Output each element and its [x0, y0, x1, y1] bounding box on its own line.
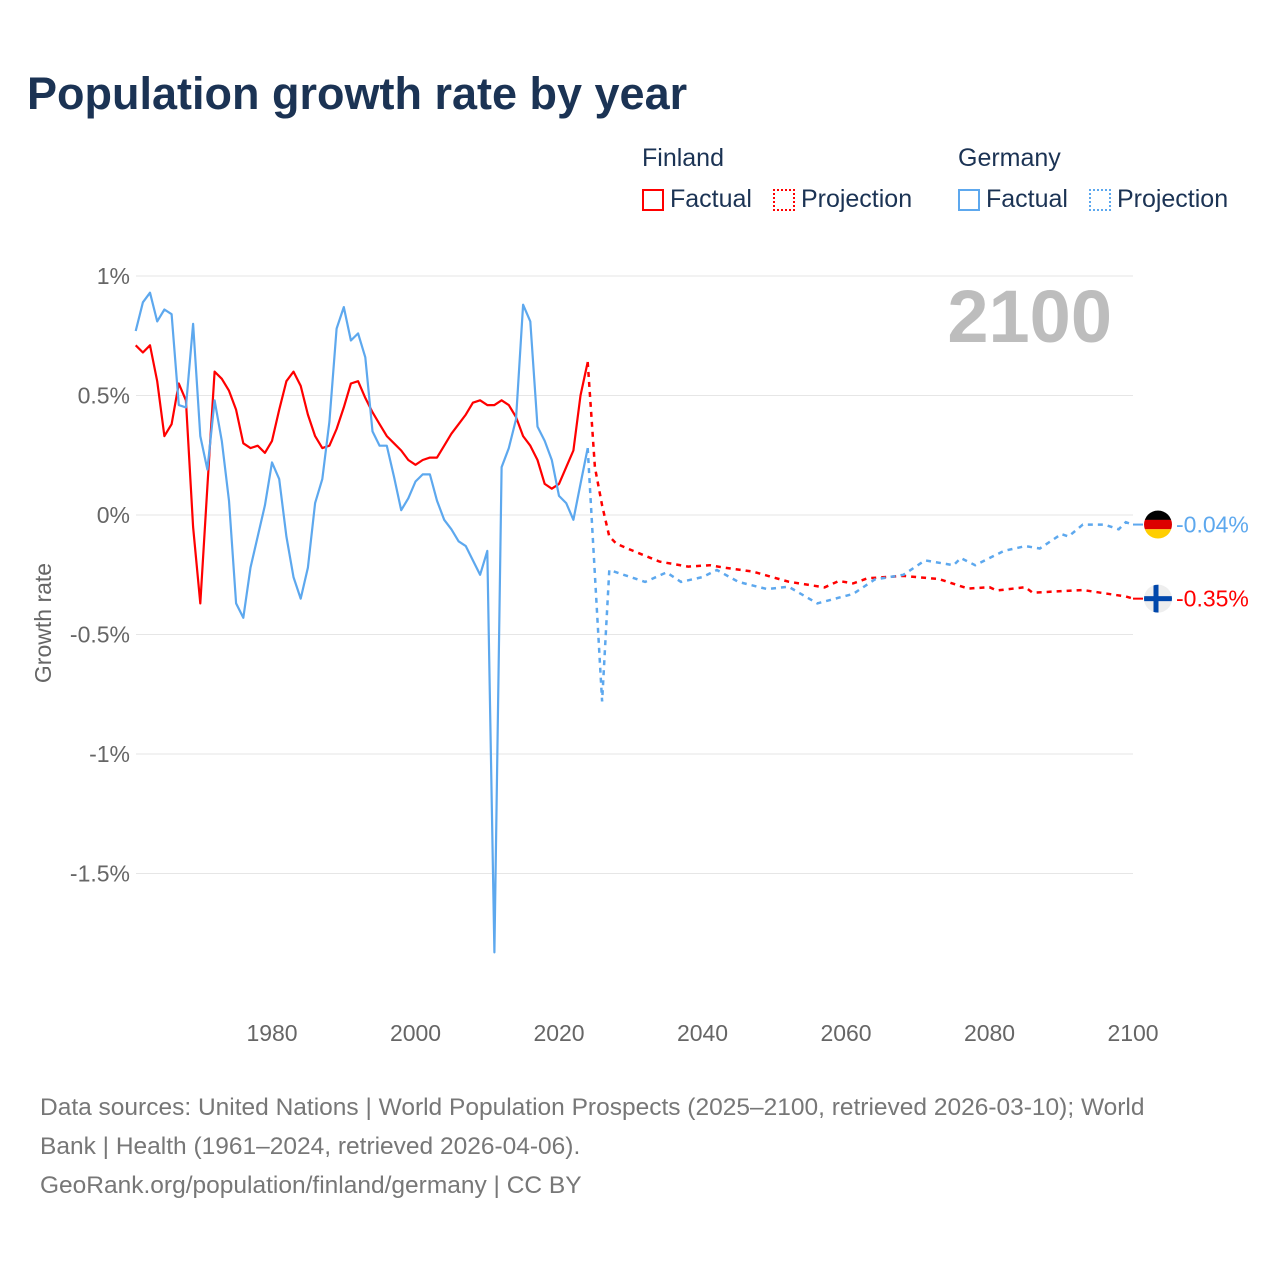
- legend-label: Factual: [986, 185, 1068, 213]
- legend-germany-projection[interactable]: Projection: [1088, 185, 1229, 214]
- legend-country-germany: Germany: [958, 144, 1061, 172]
- legend-country-finland: Finland: [642, 144, 724, 172]
- finland-end-value: -0.35%: [1176, 586, 1249, 612]
- x-tick-label: 2060: [820, 1020, 871, 1046]
- finland-factual-line: [134, 344, 589, 605]
- y-tick-label: -1%: [89, 741, 130, 767]
- year-watermark: 2100: [947, 275, 1112, 358]
- dotted-swatch-icon: [1088, 188, 1111, 211]
- footer-sources-line1: Data sources: United Nations | World Pop…: [40, 1094, 1145, 1121]
- finland-projection-line: [586, 361, 1134, 600]
- germany-end-value: -0.04%: [1176, 512, 1249, 538]
- x-tick-label: 2100: [1107, 1020, 1158, 1046]
- footer: Data sources: United Nations | World Pop…: [40, 1088, 1240, 1205]
- legend-germany-factual[interactable]: Factual: [958, 185, 1068, 214]
- solid-swatch-icon: [958, 188, 980, 211]
- legend-label: Factual: [670, 185, 752, 213]
- x-tick-label: 2020: [533, 1020, 584, 1046]
- legend-label: Projection: [1116, 185, 1229, 213]
- germany-flag-icon: [1144, 510, 1172, 539]
- legend-group-finland: Finland Factual Projection: [642, 144, 926, 218]
- y-tick-label: -0.5%: [70, 622, 130, 648]
- footer-attribution[interactable]: GeoRank.org/population/finland/germany |…: [40, 1172, 582, 1199]
- germany-factual-line: [134, 291, 589, 954]
- y-tick-label: 1%: [97, 263, 130, 289]
- x-tick-label: 2080: [964, 1020, 1015, 1046]
- y-axis-label: Growth rate: [30, 563, 56, 683]
- y-tick-label: 0.5%: [78, 383, 130, 409]
- finland-flag-icon: [1144, 584, 1172, 613]
- y-tick-label: -1.5%: [70, 861, 130, 887]
- legend-finland-factual[interactable]: Factual: [642, 185, 752, 214]
- footer-sources-line2: Bank | Health (1961–2024, retrieved 2026…: [40, 1133, 581, 1160]
- solid-swatch-icon: [642, 188, 664, 211]
- y-tick-label: 0%: [97, 502, 130, 528]
- x-tick-label: 1980: [246, 1020, 297, 1046]
- chart-title: Population growth rate by year: [27, 68, 688, 119]
- legend-group-germany: Germany Factual Projection: [958, 144, 1228, 218]
- germany-projection-line: [586, 448, 1134, 702]
- x-tick-label: 2040: [677, 1020, 728, 1046]
- legend-finland-projection[interactable]: Projection: [772, 185, 913, 214]
- x-tick-label: 2000: [390, 1020, 441, 1046]
- dotted-swatch-icon: [772, 188, 795, 211]
- legend-label: Projection: [800, 185, 913, 213]
